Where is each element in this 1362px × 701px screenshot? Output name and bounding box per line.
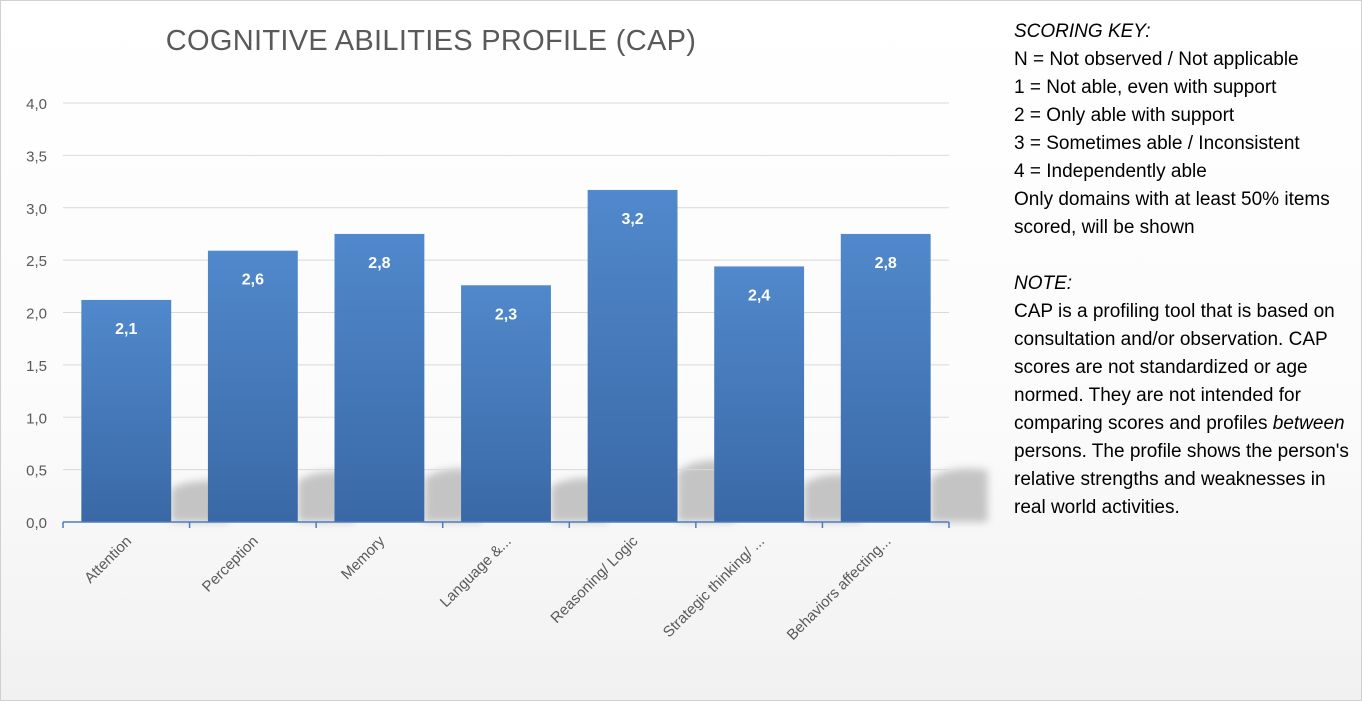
note-text-before: CAP is a profiling tool that is based on… [1014, 301, 1335, 434]
category-label: Language &... [437, 533, 515, 611]
scoring-key-line: 3 = Sometimes able / Inconsistent [1014, 133, 1300, 154]
chart-title: COGNITIVE ABILITIES PROFILE (CAP) [165, 25, 697, 57]
category-label: Attention [81, 533, 135, 587]
data-label: 2,1 [115, 321, 137, 338]
bar [207, 250, 298, 522]
axes [62, 521, 950, 528]
data-label: 3,2 [621, 211, 643, 228]
note-emphasis: between [1272, 413, 1345, 434]
data-label: 2,4 [748, 287, 770, 304]
data-label: 2,8 [875, 255, 897, 272]
y-tick-label: 1,5 [26, 358, 47, 375]
bar [840, 233, 931, 522]
scoring-key-line: 2 = Only able with support [1014, 105, 1235, 126]
y-tick-label: 4,0 [26, 96, 47, 113]
note-text: CAP is a profiling tool that is based on… [1014, 298, 1349, 522]
note-heading: NOTE: [1014, 273, 1073, 294]
y-tick-label: 0,5 [26, 463, 47, 480]
bar [587, 189, 678, 522]
y-tick-label: 2,0 [26, 306, 47, 323]
scoring-key-heading: SCORING KEY: [1014, 21, 1151, 42]
category-label: Reasoning/ Logic [547, 532, 641, 626]
scoring-key-panel: SCORING KEY: N = Not observed / Not appl… [1014, 18, 1349, 522]
y-tick-label: 0,0 [26, 515, 47, 532]
category-label: Behaviors affecting... [784, 533, 895, 644]
category-label: Strategic thinking/ ... [660, 533, 768, 641]
y-tick-label: 2,5 [26, 253, 47, 270]
scoring-key-line: Only domains with at least 50% items sco… [1014, 189, 1330, 238]
category-label: Memory [338, 532, 389, 583]
data-label: 2,3 [495, 306, 517, 323]
y-tick-label: 1,0 [26, 410, 47, 427]
scoring-key-line: 4 = Independently able [1014, 161, 1207, 182]
bar-shadow [930, 468, 988, 522]
bar-chart: 0,0 0,5 1,0 1,5 2,0 2,5 3,0 3,5 4,0 2,1 Attention 2… [26, 96, 988, 644]
bar [334, 233, 425, 522]
bar [714, 266, 805, 522]
y-tick-label: 3,0 [26, 201, 47, 218]
scoring-key-line: N = Not observed / Not applicable [1014, 49, 1299, 70]
scoring-key-line: 1 = Not able, even with support [1014, 77, 1277, 98]
bar [81, 299, 172, 522]
y-tick-label: 3,5 [26, 148, 47, 165]
data-label: 2,8 [368, 255, 390, 272]
data-label: 2,6 [242, 272, 264, 289]
bar [461, 285, 551, 522]
category-label: Perception [199, 533, 262, 596]
note-text-after: persons. The profile shows the person's … [1014, 441, 1349, 518]
bars [81, 189, 931, 522]
